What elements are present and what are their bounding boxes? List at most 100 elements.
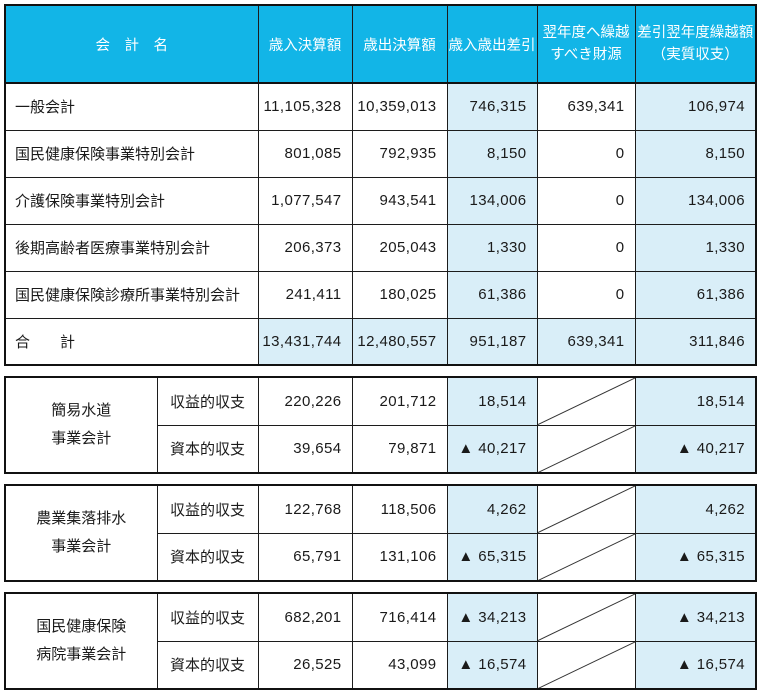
net-cell: 61,386 bbox=[634, 270, 757, 319]
revenue-cell: 206,373 bbox=[257, 223, 353, 272]
sub-table-nhi-hospital: 国民健康保険 病院事業会計 収益的収支 682,201 716,414 ▲ 34… bbox=[4, 592, 757, 690]
balance-cell: 8,150 bbox=[446, 129, 538, 178]
row-nursing-care-account: 介護保険事業特別会計 1,077,547 943,541 134,006 0 1… bbox=[4, 176, 757, 225]
account-name-cell: 介護保険事業特別会計 bbox=[4, 176, 259, 225]
revenue-cell: 1,077,547 bbox=[257, 176, 353, 225]
row-total: 合 計 13,431,744 12,480,557 951,187 639,34… bbox=[4, 317, 757, 366]
net-cell: 1,330 bbox=[634, 223, 757, 272]
col-header-net-line1: 差引翌年度繰越額 bbox=[637, 25, 754, 41]
balance-type-cell: 収益的収支 bbox=[156, 376, 259, 426]
total-revenue-cell: 13,431,744 bbox=[257, 317, 353, 366]
col-header-net: 差引翌年度繰越額 （実質収支） bbox=[634, 4, 757, 84]
account-name-cell: 国民健康保険 病院事業会計 bbox=[4, 592, 158, 690]
carryover-diagonal-cell bbox=[536, 592, 636, 642]
total-carryover-cell: 639,341 bbox=[536, 317, 636, 366]
revenue-cell: 26,525 bbox=[257, 640, 353, 690]
revenue-cell: 682,201 bbox=[257, 592, 353, 642]
account-name-cell: 農業集落排水 事業会計 bbox=[4, 484, 158, 582]
expenditure-cell: 205,043 bbox=[351, 223, 448, 272]
diagonal-line bbox=[538, 594, 635, 641]
col-header-carryover-line1: 翌年度へ繰越 bbox=[542, 25, 630, 41]
capital-balance-row: 資本的収支 26,525 43,099 ▲ 16,574 ▲ 16,574 bbox=[5, 640, 757, 690]
balance-type-cell: 資本的収支 bbox=[156, 424, 259, 474]
diagonal-line bbox=[538, 642, 635, 689]
carryover-cell: 0 bbox=[536, 129, 636, 178]
row-general-account: 一般会計 11,105,328 10,359,013 746,315 639,3… bbox=[4, 82, 757, 131]
account-name-cell: 簡易水道 事業会計 bbox=[4, 376, 158, 474]
col-header-expenditure: 歳出決算額 bbox=[351, 4, 448, 84]
expenditure-cell: 118,506 bbox=[351, 484, 448, 534]
balance-cell: ▲ 16,574 bbox=[446, 640, 538, 690]
col-header-carryover: 翌年度へ繰越 すべき財源 bbox=[536, 4, 636, 84]
net-cell: ▲ 65,315 bbox=[634, 532, 757, 582]
balance-cell: ▲ 34,213 bbox=[446, 592, 538, 642]
expenditure-cell: 180,025 bbox=[351, 270, 448, 319]
carryover-diagonal-cell bbox=[536, 376, 636, 426]
balance-cell: 746,315 bbox=[446, 82, 538, 131]
account-name-line2: 事業会計 bbox=[51, 538, 112, 555]
expenditure-cell: 716,414 bbox=[351, 592, 448, 642]
table-gap bbox=[4, 474, 755, 484]
table-gap bbox=[4, 582, 755, 592]
revenue-cell: 39,654 bbox=[257, 424, 353, 474]
balance-type-cell: 資本的収支 bbox=[156, 532, 259, 582]
profit-balance-row: 国民健康保険 病院事業会計 収益的収支 682,201 716,414 ▲ 34… bbox=[4, 592, 757, 690]
col-header-account-name: 会 計 名 bbox=[4, 4, 259, 84]
balance-cell: 18,514 bbox=[446, 376, 538, 426]
balance-cell: ▲ 65,315 bbox=[446, 532, 538, 582]
row-nhi-clinic-account: 国民健康保険診療所事業特別会計 241,411 180,025 61,386 0… bbox=[4, 270, 757, 319]
carryover-diagonal-cell bbox=[536, 424, 636, 474]
account-name-cell: 後期高齢者医療事業特別会計 bbox=[4, 223, 259, 272]
net-cell: ▲ 16,574 bbox=[634, 640, 757, 690]
diagonal-line bbox=[538, 486, 635, 533]
carryover-diagonal-cell bbox=[536, 640, 636, 690]
expenditure-cell: 201,712 bbox=[351, 376, 448, 426]
sub-table-agri-drainage: 農業集落排水 事業会計 収益的収支 122,768 118,506 4,262 … bbox=[4, 484, 757, 582]
revenue-cell: 241,411 bbox=[257, 270, 353, 319]
carryover-cell: 0 bbox=[536, 176, 636, 225]
row-nhi-special-account: 国民健康保険事業特別会計 801,085 792,935 8,150 0 8,1… bbox=[4, 129, 757, 178]
profit-balance-row: 簡易水道 事業会計 収益的収支 220,226 201,712 18,514 1… bbox=[4, 376, 757, 474]
account-name-line1: 簡易水道 bbox=[51, 402, 112, 419]
balance-type-cell: 資本的収支 bbox=[156, 640, 259, 690]
revenue-cell: 65,791 bbox=[257, 532, 353, 582]
account-name-line1: 国民健康保険 bbox=[36, 618, 127, 635]
balance-cell: 1,330 bbox=[446, 223, 538, 272]
row-elderly-medical-account: 後期高齢者医療事業特別会計 206,373 205,043 1,330 0 1,… bbox=[4, 223, 757, 272]
table-gap bbox=[4, 366, 755, 376]
col-header-revenue: 歳入決算額 bbox=[257, 4, 353, 84]
account-name-line1: 農業集落排水 bbox=[36, 510, 127, 527]
expenditure-cell: 43,099 bbox=[351, 640, 448, 690]
expenditure-cell: 79,871 bbox=[351, 424, 448, 474]
balance-cell: 134,006 bbox=[446, 176, 538, 225]
carryover-diagonal-cell bbox=[536, 484, 636, 534]
revenue-cell: 11,105,328 bbox=[257, 82, 353, 131]
revenue-cell: 122,768 bbox=[257, 484, 353, 534]
balance-type-cell: 収益的収支 bbox=[156, 484, 259, 534]
revenue-cell: 801,085 bbox=[257, 129, 353, 178]
profit-balance-row: 農業集落排水 事業会計 収益的収支 122,768 118,506 4,262 … bbox=[4, 484, 757, 582]
carryover-cell: 639,341 bbox=[536, 82, 636, 131]
account-name-line2: 病院事業会計 bbox=[36, 646, 127, 663]
account-name-cell: 一般会計 bbox=[4, 82, 259, 131]
main-settlement-table: 会 計 名 歳入決算額 歳出決算額 歳入歳出差引 翌年度へ繰越 すべき財源 差引… bbox=[4, 4, 757, 366]
account-name-cell: 国民健康保険診療所事業特別会計 bbox=[4, 270, 259, 319]
col-header-net-line2: （実質収支） bbox=[651, 47, 739, 63]
total-balance-cell: 951,187 bbox=[446, 317, 538, 366]
diagonal-line bbox=[538, 534, 635, 581]
expenditure-cell: 943,541 bbox=[351, 176, 448, 225]
carryover-cell: 0 bbox=[536, 270, 636, 319]
balance-cell: 4,262 bbox=[446, 484, 538, 534]
net-cell: 134,006 bbox=[634, 176, 757, 225]
account-name-cell: 国民健康保険事業特別会計 bbox=[4, 129, 259, 178]
carryover-cell: 0 bbox=[536, 223, 636, 272]
expenditure-cell: 131,106 bbox=[351, 532, 448, 582]
balance-cell: ▲ 40,217 bbox=[446, 424, 538, 474]
account-name-line2: 事業会計 bbox=[51, 430, 112, 447]
balance-cell: 61,386 bbox=[446, 270, 538, 319]
balance-type-cell: 収益的収支 bbox=[156, 592, 259, 642]
net-cell: 4,262 bbox=[634, 484, 757, 534]
revenue-cell: 220,226 bbox=[257, 376, 353, 426]
capital-balance-row: 資本的収支 39,654 79,871 ▲ 40,217 ▲ 40,217 bbox=[5, 424, 757, 474]
